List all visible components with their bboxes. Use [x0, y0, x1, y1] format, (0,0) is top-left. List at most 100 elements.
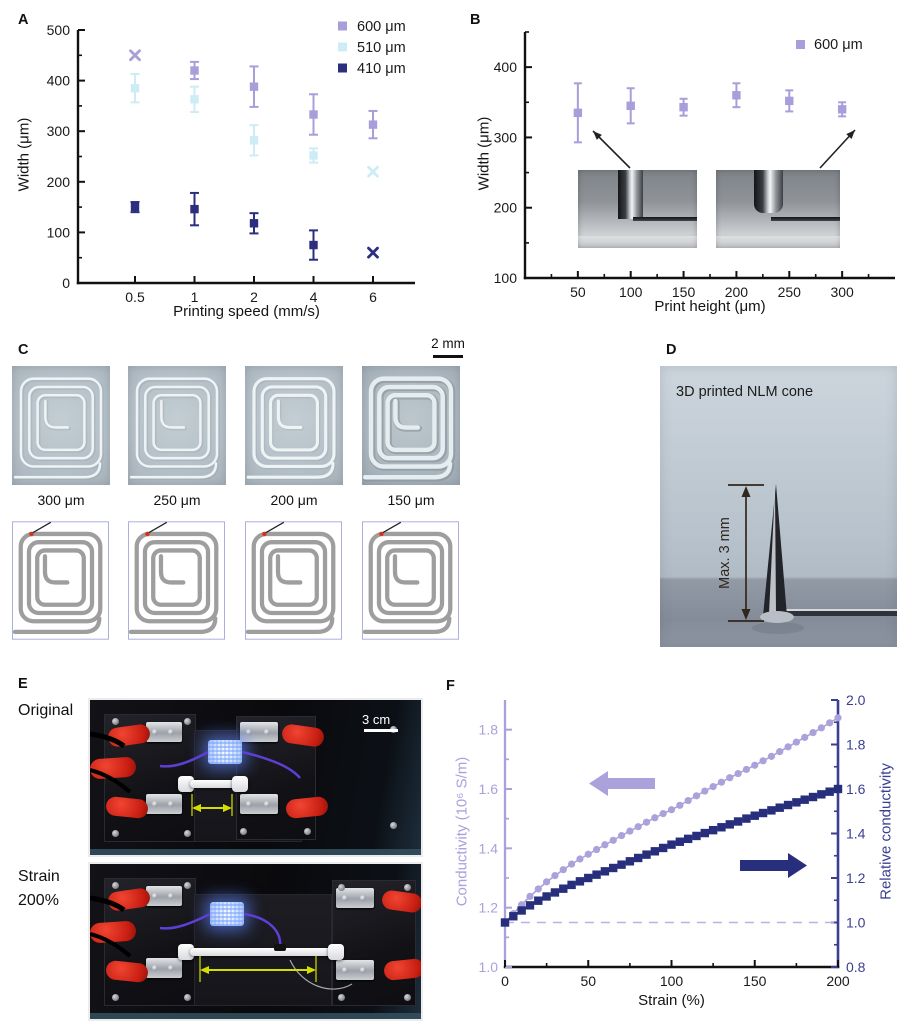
axes: 100 200 300 400 50 100 150 200 250 300	[494, 31, 895, 300]
scalebar-label-2mm: 2 mm	[431, 336, 465, 351]
chart-b-svg: 100 200 300 400 50 100 150 200 250 300 600 μm	[494, 31, 895, 300]
sample-bar-stretched	[190, 948, 332, 956]
svg-text:150: 150	[672, 284, 696, 300]
cone-reflection	[752, 622, 804, 634]
svg-text:50: 50	[570, 284, 586, 300]
panel-d-letter: D	[666, 342, 677, 358]
rig-overlay-svg	[90, 731, 301, 816]
svg-text:1.6: 1.6	[479, 781, 499, 797]
svg-text:100: 100	[47, 224, 71, 240]
chart-f-svg: 1.0 1.2 1.4 1.6 1.8 0.8 1.0 1.2 1.4 1.6 1.8 2.0 0 50 1…	[479, 692, 866, 989]
cone-photo	[660, 366, 897, 647]
label-original: Original	[18, 702, 74, 719]
scalebar-label-3cm: 3 cm	[362, 712, 391, 727]
leader-line	[148, 521, 168, 534]
panel-e-letter: E	[18, 676, 28, 692]
metal-clamp	[146, 958, 182, 978]
start-dot	[379, 531, 384, 537]
rig-photo-strained	[88, 862, 423, 1021]
printed-line	[780, 611, 897, 616]
led-panel	[208, 740, 242, 764]
svg-text:0.5: 0.5	[125, 289, 145, 305]
coil-label: 250 μm	[153, 492, 201, 508]
leader-line	[382, 521, 402, 534]
coil-schematic	[245, 520, 342, 641]
svg-text:600 μm: 600 μm	[357, 19, 406, 35]
coil-photo	[128, 366, 226, 485]
surface-reflection	[716, 235, 840, 248]
chart-f-ylabel-right: Relative conductivity	[877, 763, 895, 900]
nozzle	[618, 170, 644, 220]
svg-text:100: 100	[494, 270, 518, 286]
svg-text:300: 300	[830, 284, 854, 300]
sample-bar	[190, 780, 236, 788]
dimension-arrow	[728, 484, 764, 622]
svg-text:2: 2	[250, 289, 258, 305]
series-relative-conductivity	[500, 784, 843, 927]
axes: 0 100 200 300 400 500 0.5 1 2 4 6	[47, 22, 415, 305]
chart-a-ylabel: Width (μm)	[15, 117, 33, 192]
panel-b-letter: B	[470, 12, 481, 28]
rig-photo-original: 3 cm	[88, 698, 423, 857]
metal-clamp	[146, 886, 182, 906]
series-600-m	[129, 49, 378, 140]
metal-clamp	[146, 794, 182, 814]
svg-text:200: 200	[494, 200, 518, 216]
svg-text:1.2: 1.2	[479, 900, 499, 916]
gauge-arrow	[199, 956, 317, 982]
coil-label: 150 μm	[387, 492, 435, 508]
start-dot	[262, 531, 267, 537]
coil-label: 300 μm	[37, 492, 85, 508]
coil-photo	[245, 366, 343, 485]
svg-text:0.8: 0.8	[846, 959, 866, 975]
svg-text:400: 400	[494, 59, 518, 75]
start-dot	[145, 531, 150, 537]
svg-text:50: 50	[580, 973, 596, 989]
scalebar-2mm	[433, 355, 463, 358]
chart-f-ylabel-left: Conductivity (10⁶ S/m)	[453, 756, 471, 907]
black-cable	[90, 895, 126, 913]
thin-wire	[289, 959, 353, 990]
panel-c-letter: C	[18, 342, 29, 358]
metal-clamp	[336, 888, 374, 908]
svg-text:410 μm: 410 μm	[357, 61, 406, 77]
metal-clamp	[336, 960, 374, 980]
label-200pct: 200%	[18, 892, 59, 909]
cone-caption: 3D printed NLM cone	[676, 384, 814, 400]
printed-trace	[632, 216, 697, 221]
dimension-label: Max. 3 mm	[717, 517, 733, 589]
purple-wire	[159, 750, 209, 768]
led-panel	[210, 902, 244, 926]
svg-text:300: 300	[494, 129, 518, 145]
svg-text:1: 1	[191, 289, 199, 305]
chart-a-svg: 0 100 200 300 400 500 0.5 1 2 4 6 600 μm 510 μm 410 μ…	[47, 19, 415, 305]
gauge-arrow	[191, 794, 233, 816]
purple-wire	[241, 750, 301, 779]
black-cable	[90, 932, 132, 958]
printed-trace	[770, 216, 840, 221]
metal-clamp	[146, 722, 182, 742]
svg-text:1.6: 1.6	[846, 781, 866, 797]
svg-text:1.4: 1.4	[846, 826, 866, 842]
inset-arrows	[592, 129, 856, 169]
svg-text:200: 200	[826, 973, 850, 989]
coil-schematic	[128, 520, 225, 641]
coil-schematic	[12, 520, 109, 641]
metal-clamp	[240, 794, 278, 814]
chart-b-ylabel: Width (μm)	[475, 116, 493, 191]
surface-reflection	[578, 235, 697, 248]
leader-line	[32, 521, 52, 534]
nozzle-photo-low-height	[578, 170, 697, 248]
svg-text:600 μm: 600 μm	[814, 37, 863, 53]
svg-text:400: 400	[47, 73, 71, 89]
svg-text:100: 100	[619, 284, 643, 300]
label-strain: Strain	[18, 868, 60, 885]
sample-end	[178, 776, 194, 792]
arrowhead-down	[741, 609, 751, 620]
metal-clamp	[240, 722, 278, 742]
scalebar-3cm	[364, 729, 398, 732]
cone-annotation-svg	[728, 484, 897, 634]
series-conductivity	[501, 714, 842, 927]
coil-label: 200 μm	[270, 492, 318, 508]
